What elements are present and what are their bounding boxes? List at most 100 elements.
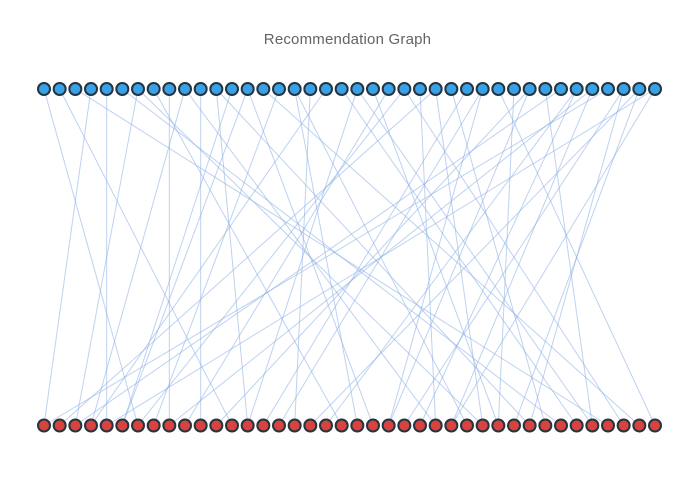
bottom-node[interactable] [99, 418, 114, 433]
bottom-node[interactable] [616, 418, 631, 433]
edge-line [497, 88, 515, 426]
bottom-node[interactable] [569, 418, 584, 433]
top-node[interactable] [522, 82, 537, 96]
edge-line [325, 88, 578, 426]
top-node[interactable] [209, 82, 224, 96]
bottom-node[interactable] [538, 418, 553, 433]
top-node[interactable] [287, 82, 302, 96]
bottom-node[interactable] [522, 418, 537, 433]
bottom-node[interactable] [178, 418, 192, 433]
top-node-layer [37, 82, 662, 96]
bottom-node[interactable] [162, 418, 177, 433]
bottom-node[interactable] [381, 418, 396, 433]
top-node[interactable] [444, 82, 459, 96]
top-node[interactable] [334, 82, 349, 96]
top-node[interactable] [178, 82, 192, 96]
top-node[interactable] [99, 82, 114, 96]
bottom-node[interactable] [256, 418, 271, 433]
bottom-node[interactable] [460, 418, 474, 433]
top-node[interactable] [146, 82, 161, 96]
bottom-node[interactable] [146, 418, 161, 433]
bottom-node[interactable] [632, 418, 647, 433]
top-node[interactable] [162, 82, 177, 96]
bottom-node[interactable] [397, 418, 412, 433]
edge-line [137, 88, 484, 426]
bottom-node[interactable] [272, 418, 286, 433]
bottom-node[interactable] [334, 418, 349, 433]
edge-line [419, 88, 578, 426]
bottom-node[interactable] [209, 418, 224, 433]
top-node[interactable] [37, 82, 51, 96]
edge-line [435, 88, 484, 426]
top-node[interactable] [84, 82, 98, 96]
top-node[interactable] [272, 82, 286, 96]
bottom-node[interactable] [585, 418, 600, 433]
top-node[interactable] [648, 82, 662, 96]
top-node[interactable] [601, 82, 615, 96]
top-node[interactable] [428, 82, 443, 96]
top-node[interactable] [381, 82, 396, 96]
edge-layer [43, 88, 656, 426]
bottom-node[interactable] [475, 418, 490, 433]
top-node[interactable] [569, 82, 584, 96]
chart-title: Recommendation Graph [263, 31, 432, 48]
bottom-node-layer [37, 418, 662, 433]
top-node[interactable] [193, 82, 208, 96]
bottom-node[interactable] [193, 418, 208, 433]
bottom-node[interactable] [115, 418, 130, 433]
bottom-node[interactable] [68, 418, 83, 433]
edge-line [544, 88, 593, 426]
bottom-node[interactable] [366, 418, 380, 433]
bottom-node[interactable] [131, 418, 145, 433]
edge-line [388, 88, 484, 426]
top-node[interactable] [538, 82, 553, 96]
bottom-node[interactable] [52, 418, 67, 433]
bottom-node[interactable] [554, 418, 568, 433]
bottom-node[interactable] [287, 418, 302, 433]
edge-line [529, 88, 625, 426]
bottom-node[interactable] [303, 418, 318, 433]
edge-line [43, 88, 139, 426]
top-node[interactable] [350, 82, 365, 96]
top-node[interactable] [52, 82, 67, 96]
top-node[interactable] [240, 82, 255, 96]
bottom-node[interactable] [413, 418, 427, 433]
edge-line [74, 88, 139, 426]
bottom-node[interactable] [225, 418, 239, 433]
top-node[interactable] [115, 82, 130, 96]
top-node[interactable] [256, 82, 271, 96]
edge-line [75, 88, 562, 426]
edge-line [90, 88, 327, 426]
top-node[interactable] [303, 82, 318, 96]
bottom-node[interactable] [648, 418, 662, 433]
bottom-node[interactable] [240, 418, 255, 433]
top-node[interactable] [460, 82, 474, 96]
top-node[interactable] [413, 82, 427, 96]
bottom-node[interactable] [444, 418, 459, 433]
edge-line [121, 88, 249, 426]
bottom-node[interactable] [37, 418, 51, 433]
bottom-node[interactable] [428, 418, 443, 433]
bottom-node[interactable] [491, 418, 506, 433]
top-node[interactable] [554, 82, 568, 96]
top-node[interactable] [491, 82, 506, 96]
top-node[interactable] [475, 82, 490, 96]
top-node[interactable] [366, 82, 380, 96]
top-node[interactable] [319, 82, 333, 96]
top-node[interactable] [131, 82, 145, 96]
bottom-node[interactable] [601, 418, 615, 433]
top-node[interactable] [225, 82, 239, 96]
top-node[interactable] [397, 82, 412, 96]
bottom-node[interactable] [507, 418, 521, 433]
bottom-node[interactable] [350, 418, 365, 433]
top-node[interactable] [632, 82, 647, 96]
edge-line [215, 88, 531, 426]
bottom-node[interactable] [319, 418, 333, 433]
edge-line [262, 88, 468, 426]
top-node[interactable] [616, 82, 631, 96]
bottom-node[interactable] [84, 418, 98, 433]
top-node[interactable] [68, 82, 83, 96]
top-node[interactable] [507, 82, 521, 96]
top-node[interactable] [585, 82, 600, 96]
